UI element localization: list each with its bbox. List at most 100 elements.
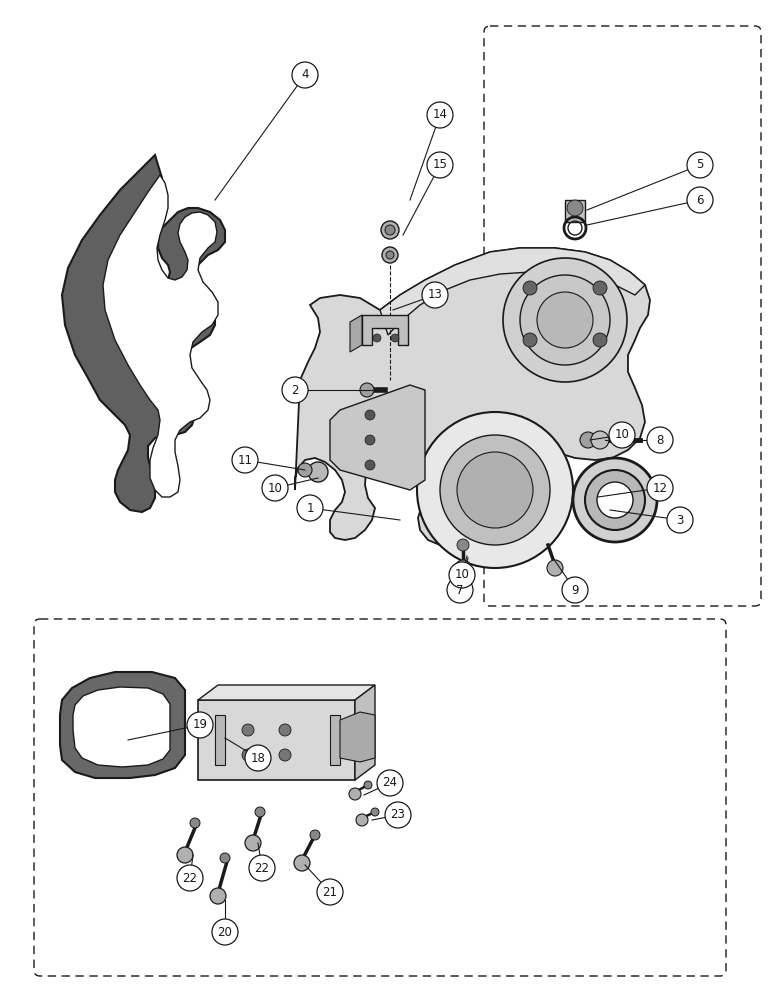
Text: 10: 10: [455, 568, 469, 582]
Circle shape: [310, 830, 320, 840]
Text: 9: 9: [571, 584, 579, 596]
Polygon shape: [295, 248, 650, 545]
Circle shape: [562, 577, 588, 603]
Circle shape: [447, 577, 473, 603]
Circle shape: [440, 435, 550, 545]
Circle shape: [647, 475, 673, 501]
Polygon shape: [380, 248, 645, 335]
Circle shape: [177, 865, 203, 891]
Circle shape: [609, 422, 635, 448]
Text: 2: 2: [291, 383, 299, 396]
Circle shape: [190, 818, 200, 828]
Text: 10: 10: [615, 428, 629, 442]
Circle shape: [177, 847, 193, 863]
Circle shape: [365, 410, 375, 420]
Circle shape: [282, 377, 308, 403]
Text: 24: 24: [382, 776, 398, 790]
Circle shape: [298, 463, 312, 477]
Circle shape: [245, 835, 261, 851]
Text: 18: 18: [251, 752, 266, 764]
Polygon shape: [350, 315, 362, 352]
Circle shape: [523, 333, 537, 347]
Circle shape: [242, 749, 254, 761]
Polygon shape: [355, 685, 375, 780]
Circle shape: [373, 334, 381, 342]
Circle shape: [422, 282, 448, 308]
Text: 3: 3: [676, 514, 684, 526]
Circle shape: [187, 712, 213, 738]
Text: 23: 23: [391, 808, 405, 822]
Circle shape: [245, 745, 271, 771]
Circle shape: [455, 560, 471, 576]
Polygon shape: [73, 687, 170, 767]
Text: 22: 22: [182, 871, 198, 884]
Text: 21: 21: [323, 886, 337, 898]
Text: 22: 22: [255, 861, 269, 874]
Circle shape: [385, 225, 395, 235]
Circle shape: [427, 102, 453, 128]
Polygon shape: [330, 385, 425, 490]
Circle shape: [381, 221, 399, 239]
Circle shape: [249, 855, 275, 881]
Text: 19: 19: [192, 718, 208, 732]
Circle shape: [210, 888, 226, 904]
Circle shape: [279, 724, 291, 736]
Circle shape: [262, 475, 288, 501]
Circle shape: [382, 247, 398, 263]
Circle shape: [356, 814, 368, 826]
Polygon shape: [330, 715, 340, 765]
Circle shape: [232, 447, 258, 473]
Text: 13: 13: [428, 288, 442, 302]
Text: 11: 11: [238, 454, 252, 466]
Polygon shape: [362, 315, 408, 345]
Circle shape: [597, 482, 633, 518]
Circle shape: [292, 62, 318, 88]
Circle shape: [585, 470, 645, 530]
Polygon shape: [198, 685, 375, 700]
Circle shape: [567, 200, 583, 216]
Circle shape: [242, 724, 254, 736]
Circle shape: [365, 435, 375, 445]
Circle shape: [371, 808, 379, 816]
Text: 1: 1: [306, 502, 313, 514]
Circle shape: [520, 275, 610, 365]
Circle shape: [580, 432, 596, 448]
Circle shape: [279, 749, 291, 761]
Text: 4: 4: [301, 68, 309, 82]
Text: 20: 20: [218, 926, 232, 938]
Polygon shape: [60, 672, 185, 778]
Text: 5: 5: [696, 158, 704, 172]
Text: 7: 7: [456, 584, 464, 596]
Circle shape: [391, 334, 399, 342]
Circle shape: [349, 788, 361, 800]
Circle shape: [449, 562, 475, 588]
Circle shape: [647, 427, 673, 453]
Circle shape: [317, 879, 343, 905]
Circle shape: [360, 383, 374, 397]
Circle shape: [593, 281, 607, 295]
Text: 12: 12: [652, 482, 668, 494]
Circle shape: [503, 258, 627, 382]
Polygon shape: [565, 200, 585, 222]
Polygon shape: [62, 155, 225, 512]
Circle shape: [385, 802, 411, 828]
Text: 14: 14: [432, 108, 448, 121]
Polygon shape: [340, 712, 375, 762]
Circle shape: [523, 281, 537, 295]
Circle shape: [212, 919, 238, 945]
Circle shape: [297, 495, 323, 521]
Text: 6: 6: [696, 194, 704, 207]
Text: 8: 8: [656, 434, 664, 446]
Circle shape: [573, 458, 657, 542]
Circle shape: [364, 781, 372, 789]
Circle shape: [593, 333, 607, 347]
Text: 15: 15: [432, 158, 448, 172]
Circle shape: [667, 507, 693, 533]
Circle shape: [377, 770, 403, 796]
Circle shape: [308, 462, 328, 482]
Circle shape: [220, 853, 230, 863]
Circle shape: [537, 292, 593, 348]
Circle shape: [255, 807, 265, 817]
Circle shape: [294, 855, 310, 871]
Polygon shape: [198, 700, 355, 780]
